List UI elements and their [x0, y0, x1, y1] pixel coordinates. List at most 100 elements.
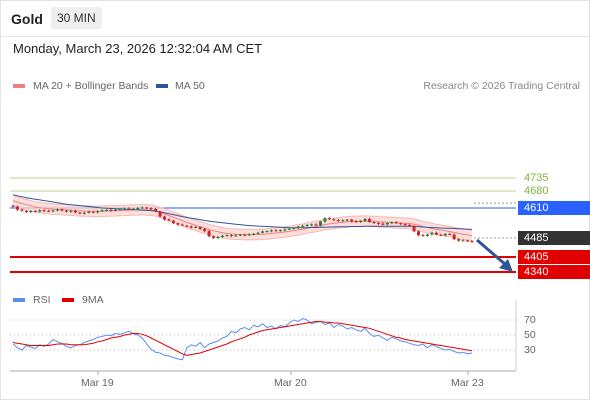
candle-body	[354, 221, 358, 223]
candle-body	[33, 211, 37, 213]
candle-body	[310, 224, 314, 226]
x-label-mar19: Mar 19	[81, 377, 114, 389]
rsi-ma9-swatch	[62, 298, 74, 302]
candle-body	[292, 227, 296, 229]
candle-body	[185, 225, 189, 227]
ma50-swatch	[156, 84, 168, 88]
candle-body	[385, 222, 389, 225]
candle-body	[430, 232, 434, 235]
candle-body	[105, 209, 109, 211]
candle-body	[189, 226, 193, 228]
candle-body	[443, 233, 447, 236]
candle-body	[345, 219, 349, 221]
research-credit: Research © 2026 Trading Central	[423, 80, 580, 92]
level-label-4610: 4610	[518, 201, 590, 215]
candle-body	[336, 219, 340, 221]
candle-body	[127, 208, 131, 210]
candle-body	[256, 232, 260, 234]
candle-body	[425, 234, 429, 236]
candle-body	[109, 209, 113, 211]
candle-body	[140, 207, 144, 209]
candle-body	[220, 235, 224, 238]
candle-body	[131, 208, 135, 210]
rsi-label-30: 30	[524, 344, 536, 356]
candle-body	[194, 227, 198, 229]
rsi-label-70: 70	[524, 314, 536, 326]
x-label-mar23: Mar 23	[451, 377, 484, 389]
candle-body	[87, 211, 91, 213]
candle-body	[305, 224, 309, 226]
candle-body	[332, 219, 336, 221]
rsi-label-50: 50	[524, 329, 536, 341]
bollinger-fill	[13, 195, 472, 241]
candle-body	[318, 221, 322, 226]
candle-body	[163, 216, 167, 220]
chart-header: Gold 30 MIN	[0, 0, 590, 37]
bollinger-upper	[12, 194, 473, 231]
candle-body	[234, 235, 238, 237]
candle-body	[225, 235, 229, 237]
candle-body	[376, 222, 380, 224]
rsi-ma9-legend: 9MA	[82, 294, 104, 306]
candle-body	[38, 210, 42, 212]
candle-body	[408, 224, 412, 226]
candle-body	[154, 208, 158, 212]
last-price-label: 4485	[518, 231, 590, 245]
candle-body	[274, 230, 278, 232]
candle-body	[216, 237, 220, 239]
candle-body	[394, 222, 398, 224]
candle-body	[247, 234, 251, 236]
candle-body	[448, 233, 452, 235]
candle-body	[171, 220, 175, 224]
candle-body	[180, 224, 184, 226]
candle-body	[252, 233, 256, 235]
candle-body	[203, 228, 207, 232]
candle-body	[11, 205, 15, 207]
candle-body	[283, 229, 287, 231]
candle-body	[73, 210, 77, 213]
candle-body	[158, 211, 162, 217]
candle-body	[452, 234, 456, 240]
candle-body	[47, 210, 51, 212]
candle-body	[69, 210, 73, 212]
timeframe-button[interactable]: 30 MIN	[51, 7, 102, 29]
rsi-legend: RSI	[33, 294, 51, 306]
candle-body	[238, 234, 242, 236]
candle-body	[176, 223, 180, 225]
candle-body	[243, 234, 247, 236]
candle-body	[64, 210, 68, 212]
ma50-legend: MA 50	[175, 80, 205, 92]
candle-body	[100, 210, 104, 212]
candle-body	[167, 219, 171, 221]
rsi-swatch	[13, 298, 25, 302]
bollinger-bands	[12, 194, 473, 242]
candle-body	[136, 207, 140, 209]
level-label-4735: 4735	[524, 172, 549, 184]
candle-body	[51, 210, 55, 212]
level-label-4340: 4340	[518, 265, 590, 279]
rsi-line	[12, 317, 473, 361]
symbol-title: Gold	[11, 11, 43, 27]
candle-body	[439, 234, 443, 236]
candle-body	[350, 219, 354, 222]
candle-body	[381, 223, 385, 225]
candle-body	[42, 210, 46, 212]
candle-body	[145, 207, 149, 209]
candle-body	[20, 209, 24, 211]
candle-body	[265, 231, 269, 233]
candle-body	[118, 208, 122, 210]
candle-body	[372, 222, 376, 224]
candle-body	[56, 209, 60, 211]
candle-body	[113, 209, 117, 211]
rsi-ma9-line	[12, 321, 473, 356]
candle-body	[278, 230, 282, 232]
level-label-4680: 4680	[524, 185, 549, 197]
candle-body	[399, 223, 403, 225]
candle-body	[368, 218, 372, 223]
candle-body	[296, 226, 300, 228]
x-label-mar20: Mar 20	[274, 377, 307, 389]
candlesticks	[11, 204, 474, 243]
rsi-indicator	[12, 317, 473, 361]
bollinger-lower	[12, 205, 473, 242]
